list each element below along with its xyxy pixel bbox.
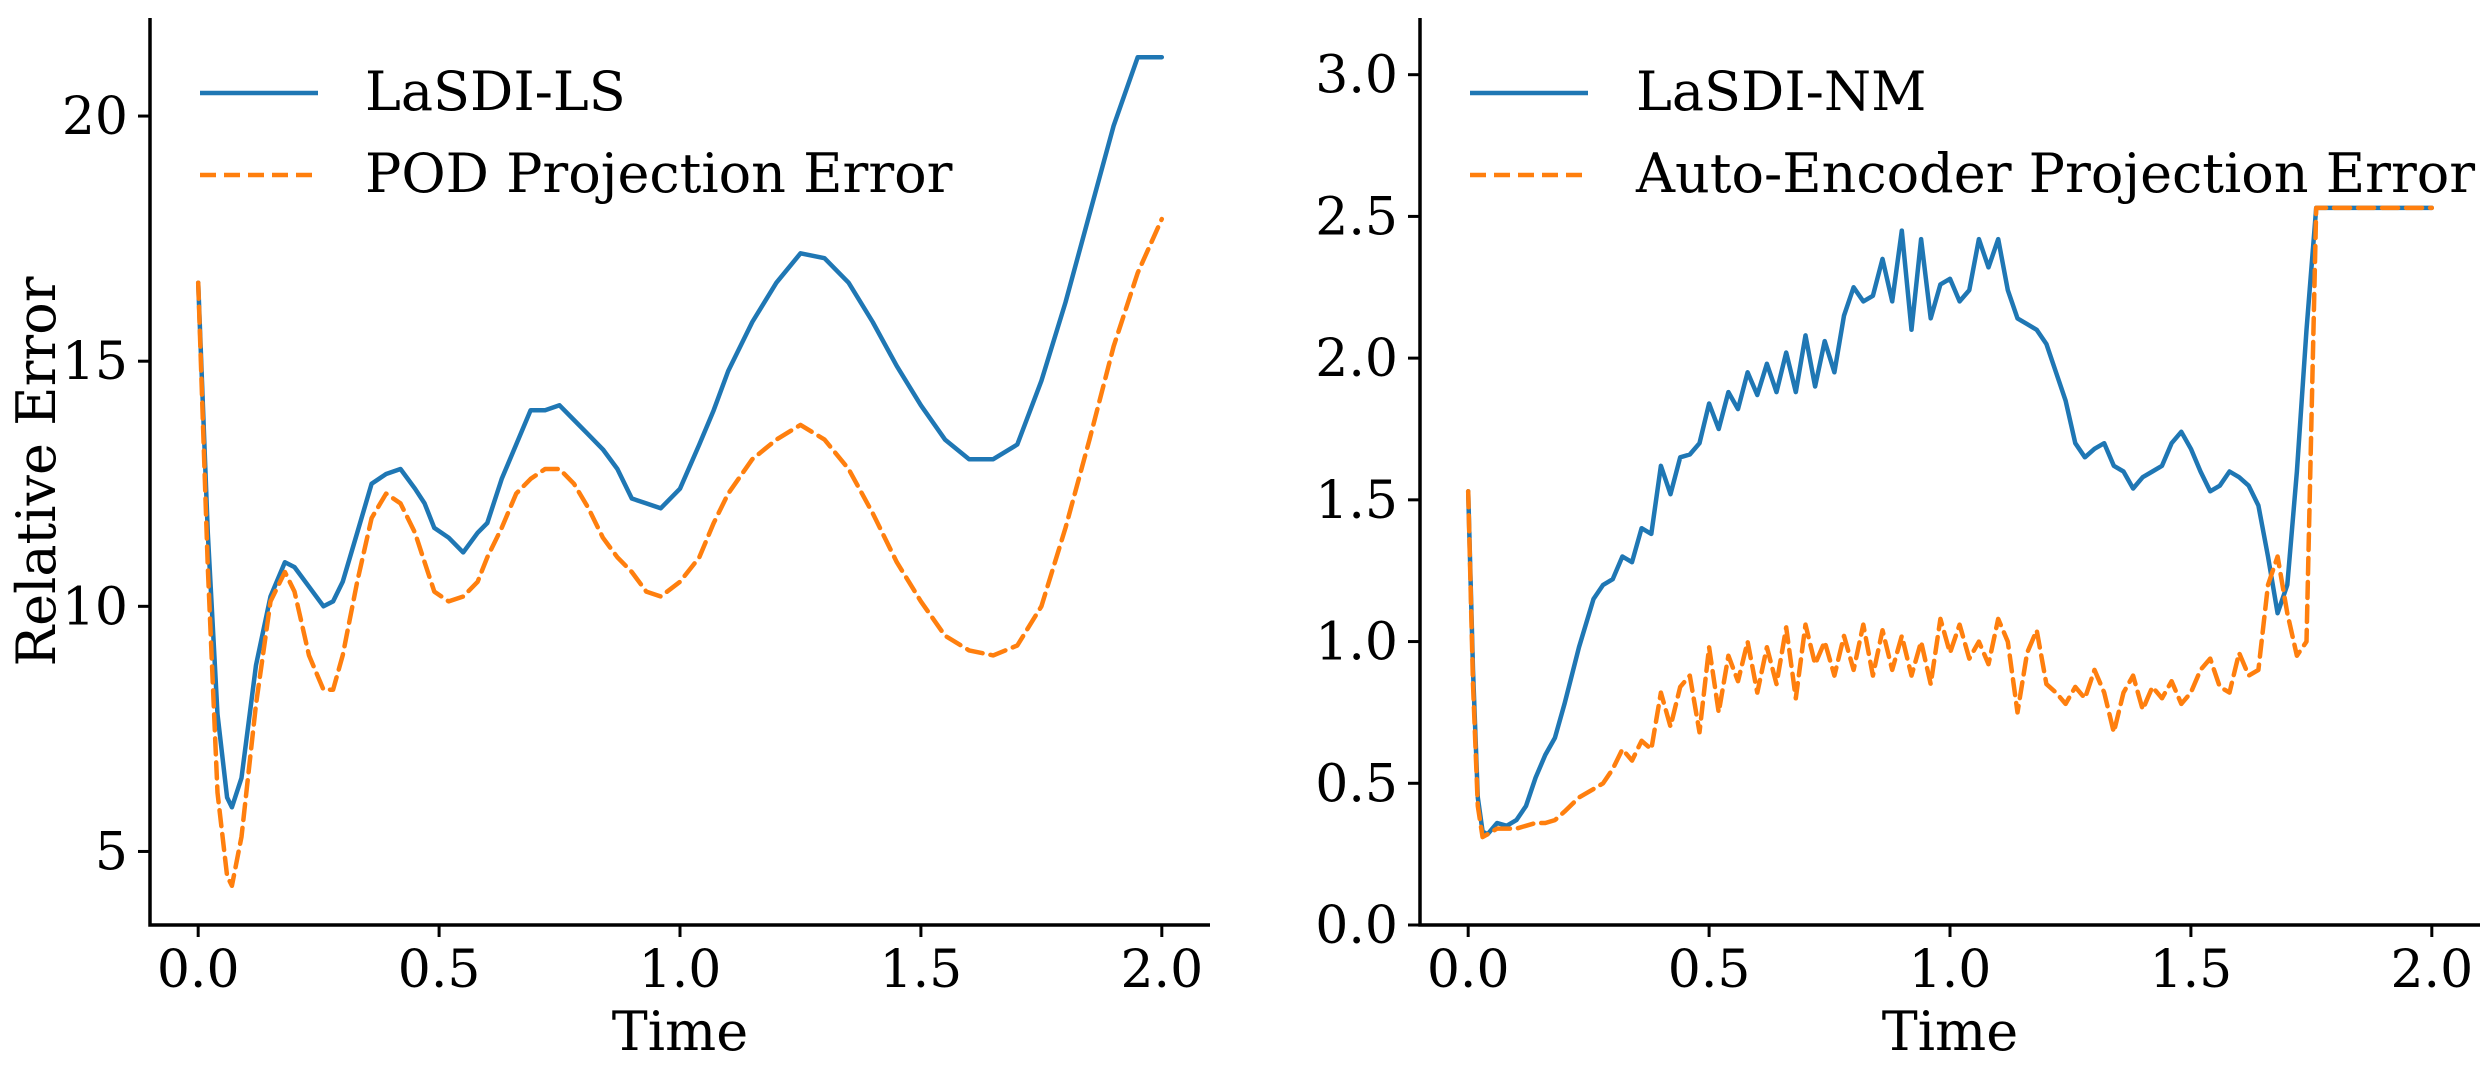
right-legend-label-lasdi-nm: LaSDI-NM bbox=[1636, 60, 1926, 123]
right-y-tick-label: 2.5 bbox=[1315, 187, 1398, 247]
right-legend: LaSDI-NM Auto-Encoder Projection Error bbox=[1470, 60, 2475, 205]
left-y-tick-label: 15 bbox=[62, 332, 128, 392]
right-y-tick-label: 2.0 bbox=[1315, 329, 1398, 389]
right-y-tick-label: 1.0 bbox=[1315, 613, 1398, 673]
left-x-axis-label: Time bbox=[612, 1000, 748, 1063]
left-y-tick-label: 20 bbox=[62, 87, 128, 147]
right-axis-spines bbox=[1418, 18, 2480, 927]
left-legend-label-lasdi-ls: LaSDI-LS bbox=[365, 60, 626, 123]
right-plot-panel: 0.0 0.5 1.0 1.5 2.0 0.0 0.5 1.0 1.5 2.0 2.5 3.0 Tim… bbox=[1315, 18, 2480, 1063]
right-x-tick-label: 2.0 bbox=[2390, 940, 2473, 1000]
right-y-tick-label: 0.0 bbox=[1315, 896, 1398, 956]
right-series-line-auto-encoder-projection-error bbox=[1465, 205, 2435, 840]
left-y-tick-label: 10 bbox=[62, 577, 128, 637]
left-x-tick-label: 0.0 bbox=[157, 940, 240, 1000]
right-y-tick-label: 0.5 bbox=[1315, 754, 1398, 814]
right-x-axis-label: Time bbox=[1882, 1000, 2018, 1063]
left-x-tick-label: 1.5 bbox=[880, 940, 963, 1000]
left-x-tick-label: 2.0 bbox=[1120, 940, 1203, 1000]
left-x-tick-label: 1.0 bbox=[639, 940, 722, 1000]
left-legend: LaSDI-LS POD Projection Error bbox=[200, 60, 953, 205]
left-series-line-lasdi-ls bbox=[195, 54, 1165, 810]
right-series bbox=[1465, 205, 2435, 840]
left-legend-label-pod-projection-error: POD Projection Error bbox=[365, 142, 953, 205]
right-x-tick-label: 1.5 bbox=[2150, 940, 2233, 1000]
left-axis-spines bbox=[148, 18, 1210, 927]
left-series bbox=[195, 54, 1165, 889]
right-x-tick-label: 0.0 bbox=[1427, 940, 1510, 1000]
right-series-line-lasdi-nm bbox=[1465, 205, 2435, 837]
left-plot-panel: 0.0 0.5 1.0 1.5 2.0 5 10 15 20 Relative Error Ti… bbox=[5, 18, 1210, 1063]
left-series-line-pod-projection-error bbox=[195, 216, 1165, 889]
left-y-axis-label: Relative Error bbox=[5, 276, 68, 666]
right-y-tick-label: 3.0 bbox=[1315, 46, 1398, 106]
left-ticks: 0.0 0.5 1.0 1.5 2.0 5 10 15 20 bbox=[62, 87, 1203, 1000]
left-y-tick-label: 5 bbox=[95, 822, 128, 882]
right-ticks: 0.0 0.5 1.0 1.5 2.0 0.0 0.5 1.0 1.5 2.0 2.5 3.0 bbox=[1315, 46, 2473, 1000]
right-x-tick-label: 1.0 bbox=[1909, 940, 1992, 1000]
left-x-tick-label: 0.5 bbox=[398, 940, 481, 1000]
right-legend-label-auto-encoder-projection-error: Auto-Encoder Projection Error bbox=[1635, 142, 2475, 205]
right-y-tick-label: 1.5 bbox=[1315, 471, 1398, 531]
right-x-tick-label: 0.5 bbox=[1668, 940, 1751, 1000]
